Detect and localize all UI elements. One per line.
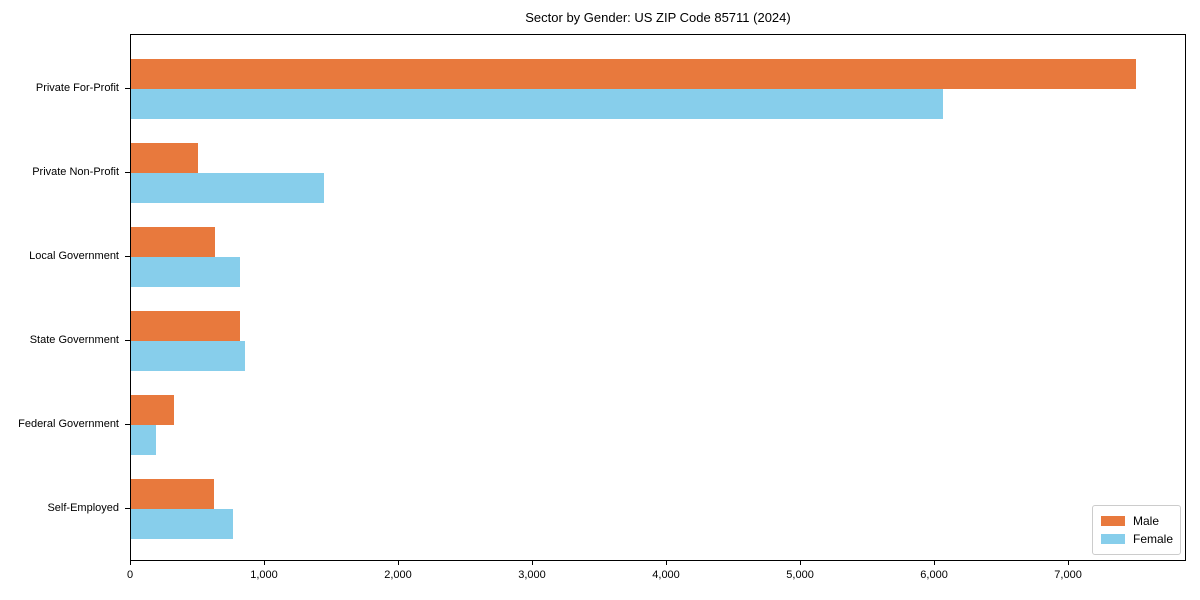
female-swatch (1101, 534, 1125, 544)
y-tick-label: Local Government (29, 250, 119, 262)
x-tick-mark (666, 561, 668, 565)
bar-male-4 (131, 395, 174, 425)
y-tick-label: Self-Employed (47, 502, 119, 514)
bar-male-2 (131, 227, 216, 257)
y-tick-mark (125, 424, 130, 425)
y-tick-mark (125, 172, 130, 173)
y-tick-label: Federal Government (18, 418, 119, 430)
x-tick-mark (532, 561, 534, 565)
x-axis: 0 1,000 2,000 3,000 4,000 5,000 6,000 7,000 (126, 561, 1186, 591)
y-tick-label: State Government (29, 334, 119, 346)
y-tick-mark (125, 256, 130, 257)
legend: Male Female (1092, 505, 1181, 555)
bar-male-5 (131, 479, 215, 509)
x-tick-label: 3,000 (518, 569, 546, 581)
bar-male-3 (131, 311, 240, 341)
x-tick-label: 6,000 (920, 569, 948, 581)
plot-area (130, 34, 1186, 561)
y-axis: Private For-Profit Private Non-Profit Loca… (0, 34, 130, 561)
legend-item-female: Female (1101, 530, 1174, 548)
y-tick-label: Private Non-Profit (32, 166, 119, 178)
x-tick-label: 2,000 (384, 569, 412, 581)
x-tick-label: 0 (126, 569, 134, 581)
y-tick-mark (125, 508, 130, 509)
legend-item-male: Male (1101, 512, 1172, 530)
x-tick-label: 5,000 (786, 569, 814, 581)
x-tick-label: 1,000 (250, 569, 278, 581)
bar-female-1 (131, 173, 324, 203)
bar-female-0 (131, 89, 944, 119)
y-tick-mark (125, 88, 130, 89)
y-tick-label: Private For-Profit (35, 82, 119, 94)
x-tick-label: 7,000 (1054, 569, 1082, 581)
x-tick-mark (264, 561, 265, 565)
bar-male-1 (131, 143, 198, 173)
bar-female-5 (131, 509, 233, 539)
x-tick-mark (130, 561, 131, 565)
bar-female-3 (131, 341, 245, 371)
bar-female-2 (131, 257, 240, 287)
bar-female-4 (131, 425, 157, 455)
legend-label: Female (1133, 532, 1174, 546)
x-tick-mark (800, 561, 802, 565)
male-swatch (1101, 516, 1125, 526)
x-tick-label: 4,000 (652, 569, 680, 581)
y-tick-mark (125, 340, 130, 341)
x-tick-mark (398, 561, 400, 565)
chart-title: Sector by Gender: US ZIP Code 85711 (202… (525, 10, 791, 25)
bar-male-0 (131, 59, 1137, 89)
x-tick-mark (934, 561, 936, 565)
x-tick-mark (1068, 561, 1070, 565)
legend-label: Male (1133, 514, 1160, 528)
